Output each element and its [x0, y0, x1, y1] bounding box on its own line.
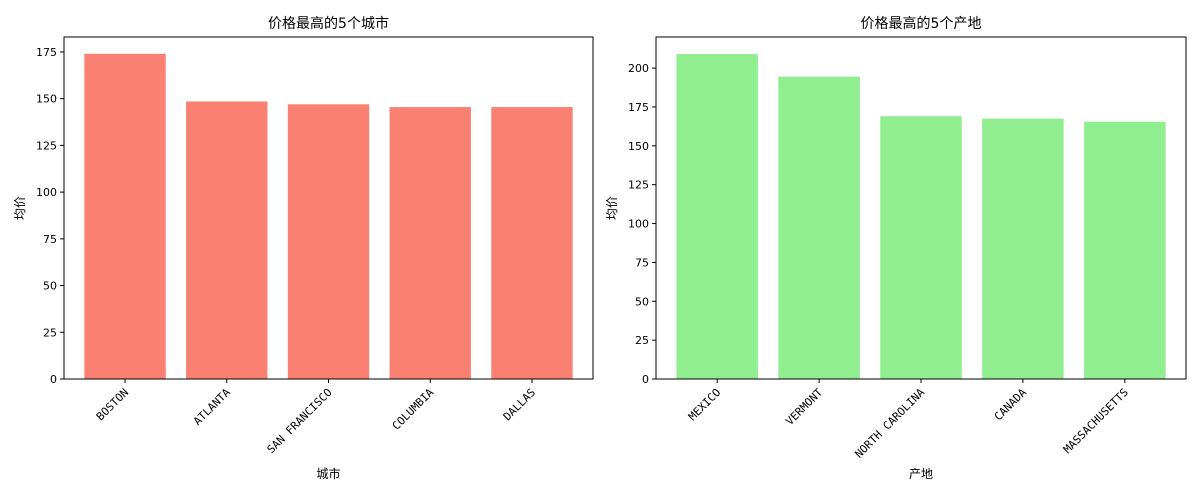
y-tick-label: 125 — [36, 139, 57, 152]
chart-title: 价格最高的5个城市 — [268, 15, 389, 32]
bar-boston — [84, 53, 166, 379]
x-tick-label: COLUMBIA — [390, 386, 437, 433]
x-tick-label: VERMONT — [783, 386, 825, 428]
y-tick-label: 50 — [43, 280, 57, 293]
y-tick-label: 100 — [36, 186, 57, 199]
y-tick-label: 50 — [635, 295, 649, 308]
bar-massachusetts — [1084, 121, 1166, 379]
y-tick-label: 175 — [628, 101, 649, 114]
bar-dallas — [491, 107, 573, 379]
y-tick-label: 0 — [50, 373, 57, 386]
chart-top-origins: 0 25 50 75 100 125 150 175 200 MEXICO VERMONT NORTH… — [605, 15, 1187, 481]
y-tick-label: 100 — [628, 218, 649, 231]
y-axis-label: 均价 — [605, 196, 619, 220]
y-tick-label: 75 — [43, 233, 57, 246]
x-tick-label: SAN FRANCISCO — [265, 386, 335, 456]
chart-title: 价格最高的5个产地 — [861, 15, 982, 32]
y-tick-label: 25 — [43, 326, 57, 339]
x-axis-label: 产地 — [909, 467, 933, 481]
bar-san-francisco — [287, 104, 370, 379]
x-tick-label: ATLANTA — [191, 386, 233, 428]
y-tick-label: 125 — [628, 179, 649, 192]
y-tick-label: 25 — [635, 334, 649, 347]
y-tick-label: 0 — [642, 373, 649, 386]
x-tick-label: NORTH CAROLINA — [852, 386, 927, 461]
x-axis-label: 城市 — [316, 466, 340, 481]
x-tick-label: DALLAS — [501, 386, 538, 423]
x-tick-label: MEXICO — [686, 386, 723, 423]
y-tick-label: 175 — [36, 46, 57, 59]
bar-vermont — [778, 76, 860, 379]
chart-top-cities: 0 25 50 75 100 125 150 175 BOSTON ATLANTA SAN FRAN… — [13, 15, 594, 481]
y-tick-label: 150 — [36, 93, 57, 106]
y-tick-label: 200 — [628, 62, 649, 75]
y-tick-label: 75 — [635, 256, 649, 269]
bar-columbia — [389, 107, 471, 379]
y-axis-label: 均价 — [13, 196, 27, 220]
x-tick-label: MASSACHUSETTS — [1061, 386, 1131, 456]
x-tick-label: BOSTON — [94, 386, 131, 423]
bar-north-carolina — [880, 116, 962, 379]
x-tick-label: CANADA — [992, 386, 1030, 424]
bar-atlanta — [186, 101, 268, 379]
bar-mexico — [676, 54, 758, 379]
bar-canada — [982, 118, 1064, 380]
y-tick-label: 150 — [628, 140, 649, 153]
